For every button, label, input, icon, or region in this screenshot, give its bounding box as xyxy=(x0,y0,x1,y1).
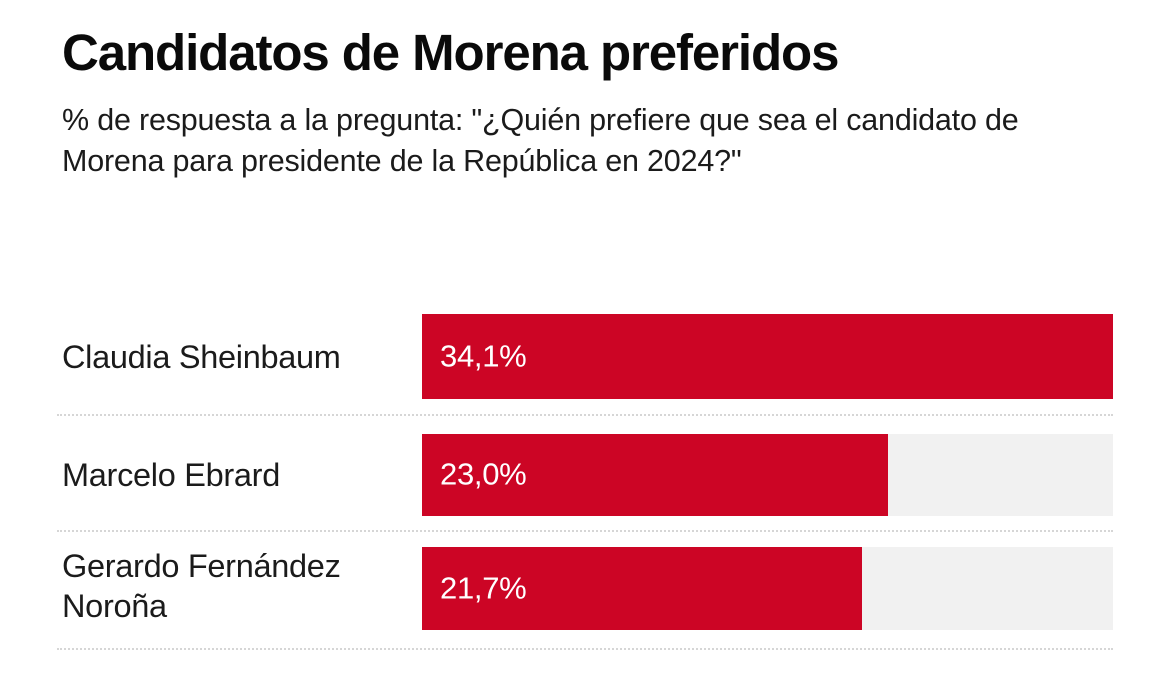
bar-category-label: Gerardo Fernández Noroña xyxy=(62,548,341,624)
bar-track: 21,7% xyxy=(422,547,1113,630)
chart-header: Candidatos de Morena preferidos % de res… xyxy=(62,24,1114,182)
chart-subtitle: % de respuesta a la pregunta: "¿Quién pr… xyxy=(62,103,1019,178)
bar-value-label: 23,0% xyxy=(440,456,527,492)
bar-fill: 34,1% xyxy=(422,314,1113,399)
row-divider xyxy=(57,414,1113,416)
bar-row: Claudia Sheinbaum 34,1% xyxy=(0,296,1170,416)
bar-track: 34,1% xyxy=(422,314,1113,399)
bar-value-label: 34,1% xyxy=(440,338,527,374)
bar-row: Gerardo Fernández Noroña 21,7% xyxy=(0,532,1170,650)
row-divider xyxy=(57,530,1113,532)
bar-track: 23,0% xyxy=(422,434,1113,516)
bar-fill: 21,7% xyxy=(422,547,862,630)
bar-value-label: 21,7% xyxy=(440,570,527,606)
chart-plot-area: Claudia Sheinbaum 34,1% Marcelo Ebrard 2… xyxy=(0,296,1170,690)
bar-row: Marcelo Ebrard 23,0% xyxy=(0,416,1170,532)
bar-category-label: Marcelo Ebrard xyxy=(62,457,280,493)
row-divider xyxy=(57,648,1113,650)
bar-category-label: Claudia Sheinbaum xyxy=(62,339,341,375)
page-title: Candidatos de Morena preferidos xyxy=(62,24,839,81)
bar-fill: 23,0% xyxy=(422,434,889,516)
